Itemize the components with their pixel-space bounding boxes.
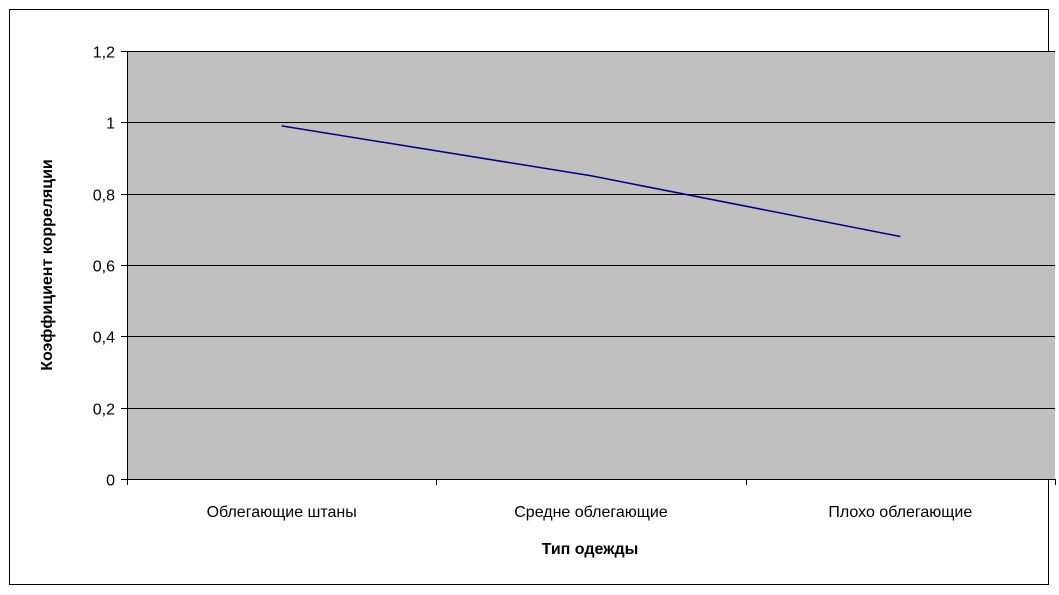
y-tick-label: 0,4 bbox=[93, 330, 115, 347]
x-tick-label: Облегающие штаны bbox=[207, 504, 357, 521]
y-tick-label: 0,8 bbox=[93, 188, 115, 205]
y-axis-title: Коэффициент корреляции bbox=[39, 159, 56, 371]
y-tick-label: 0 bbox=[106, 473, 115, 490]
y-tick-label: 0,6 bbox=[93, 259, 115, 276]
x-tick-label: Плохо облегающие bbox=[828, 504, 972, 521]
y-tick-label: 0,2 bbox=[93, 402, 115, 419]
x-tick-labels: Облегающие штаны Средне облегающие Плохо о… bbox=[207, 504, 973, 521]
y-tick-label: 1,2 bbox=[93, 45, 115, 62]
x-tick-label: Средне облегающие bbox=[514, 504, 668, 521]
y-tick-label: 1 bbox=[106, 116, 115, 133]
x-axis-title: Тип одежды bbox=[542, 541, 639, 558]
